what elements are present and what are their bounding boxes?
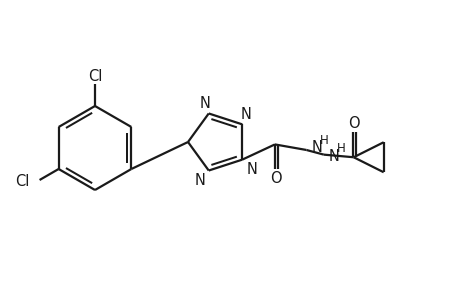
Text: N: N <box>328 149 339 164</box>
Text: N: N <box>311 140 322 155</box>
Text: O: O <box>347 116 359 131</box>
Text: N: N <box>199 96 210 111</box>
Text: H: H <box>319 134 327 148</box>
Text: N: N <box>194 173 205 188</box>
Text: N: N <box>246 162 257 177</box>
Text: H: H <box>336 142 345 155</box>
Text: O: O <box>270 171 282 186</box>
Text: Cl: Cl <box>88 68 102 83</box>
Text: N: N <box>241 107 251 122</box>
Text: Cl: Cl <box>15 173 29 188</box>
